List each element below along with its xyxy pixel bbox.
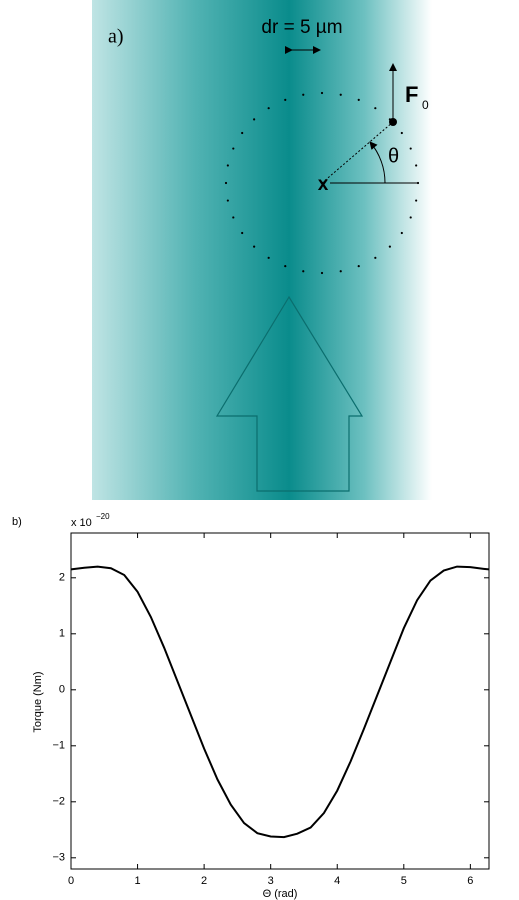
dot: [415, 199, 418, 202]
dot: [374, 256, 377, 259]
dot: [226, 199, 229, 202]
dot: [400, 131, 403, 135]
flow-arrow: [215, 295, 364, 492]
force-subscript: 0: [422, 98, 429, 112]
dot: [320, 91, 324, 95]
dot: [241, 131, 244, 135]
panel-label: a): [108, 26, 124, 48]
x-tick-label: 6: [467, 875, 473, 887]
particle: [389, 118, 397, 126]
dot: [374, 107, 377, 110]
dot: [253, 245, 256, 248]
dot: [400, 231, 403, 235]
x-axis-label: Θ (rad): [263, 888, 298, 900]
scale-exponent: −20: [96, 512, 110, 521]
dot: [226, 164, 229, 167]
dot: [388, 245, 391, 248]
x-tick-label: 5: [401, 875, 407, 887]
dot: [267, 107, 270, 110]
panel-label: b): [12, 516, 22, 528]
dot: [357, 265, 360, 268]
x-tick-label: 2: [201, 875, 207, 887]
dot: [409, 216, 412, 219]
y-tick-label: −3: [52, 852, 65, 864]
torque-line: [70, 565, 490, 839]
panel-a: a) dr = 5 µm F 0 θ x: [92, 0, 432, 500]
dot: [224, 181, 228, 185]
x-tick-label: 0: [68, 875, 74, 887]
dot: [409, 147, 412, 150]
x-tick-label: 3: [268, 875, 274, 887]
dot: [232, 147, 235, 150]
angle-label: θ: [388, 145, 399, 167]
center-label: x: [318, 174, 329, 195]
dot: [357, 98, 360, 101]
y-tick-label: −2: [52, 796, 65, 808]
x-tick-label: 1: [134, 875, 140, 887]
dot: [267, 256, 270, 259]
dot: [416, 181, 420, 185]
dot: [339, 93, 342, 96]
dot: [415, 164, 418, 167]
flow-background: [92, 0, 432, 500]
dot: [320, 271, 324, 275]
dot: [232, 216, 235, 219]
chart: b) x 10 −20 Θ (rad) Torque (Nm) 0 1 2 3 4 5 6−…: [12, 512, 490, 900]
x-tick-label: 4: [334, 875, 340, 887]
dot: [302, 93, 305, 96]
dr-label: dr = 5 µm: [261, 17, 342, 38]
dot-circle: [224, 91, 420, 275]
plot-frame: [70, 532, 490, 870]
dot: [339, 270, 342, 273]
y-tick-label: 0: [59, 684, 65, 696]
dot: [253, 118, 256, 121]
dot: [241, 231, 244, 235]
angle-arc: [369, 141, 386, 184]
y-tick-label: 2: [59, 572, 65, 584]
dot: [284, 265, 287, 268]
dot: [302, 270, 305, 273]
y-axis-label: Torque (Nm): [32, 671, 44, 732]
scale-label: x 10: [71, 517, 92, 529]
force-label: F: [405, 82, 418, 107]
dot: [284, 98, 287, 101]
y-tick-label: −1: [52, 740, 65, 752]
y-tick-label: 1: [59, 628, 65, 640]
